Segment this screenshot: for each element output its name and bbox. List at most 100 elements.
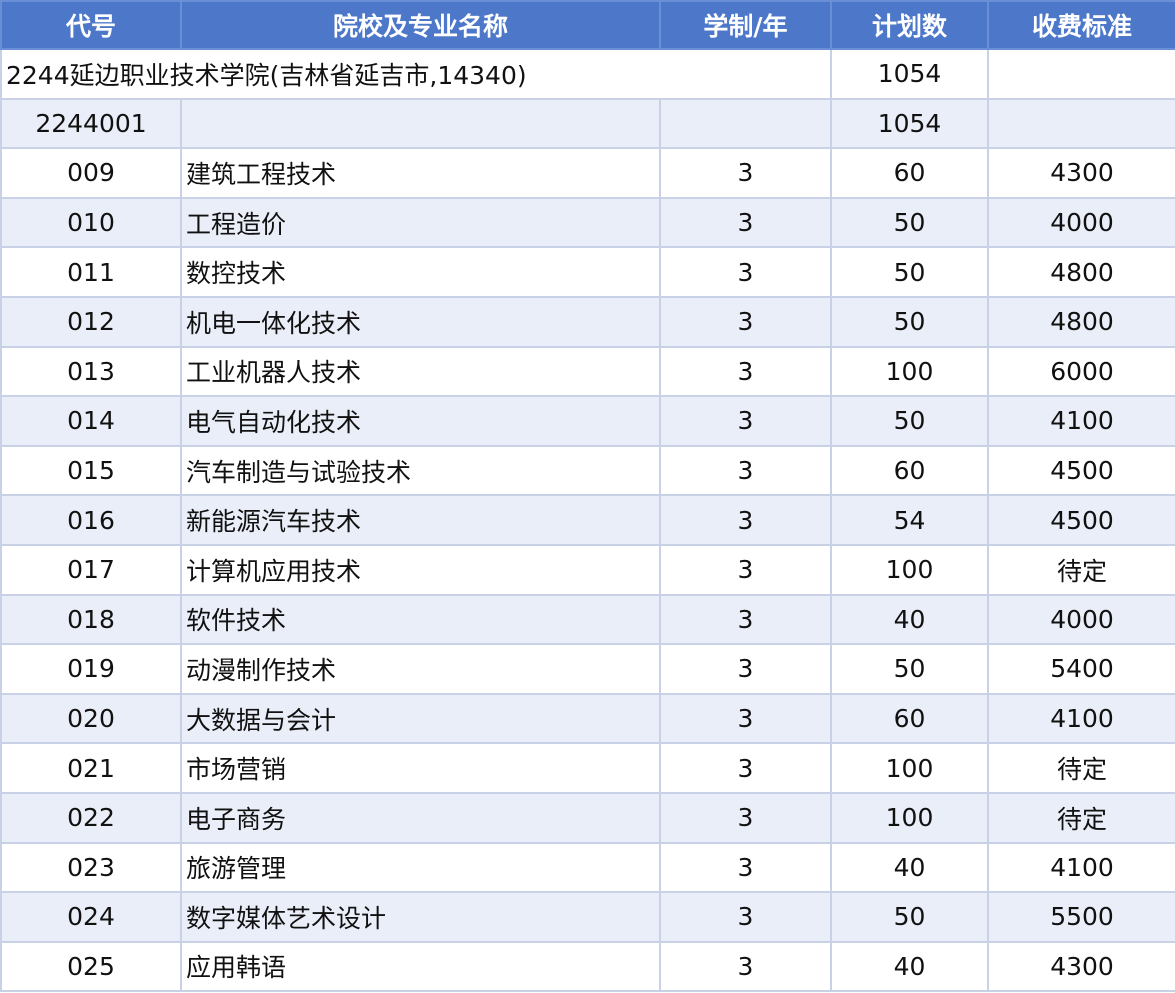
cell-major-name: 数字媒体艺术设计 (180, 891, 661, 943)
cell-plan: 54 (830, 494, 989, 546)
cell-fee: 4500 (987, 444, 1175, 497)
cell-years: 3 (659, 643, 832, 695)
table-row: 023 旅游管理 3 40 4100 (0, 841, 1175, 894)
table-row: 022 电子商务 3 100 待定 (0, 791, 1175, 844)
cell-years: 3 (659, 791, 832, 844)
cell-code: 025 (0, 940, 182, 993)
cell-major-name: 应用韩语 (180, 940, 661, 993)
table-row: 010 工程造价 3 50 4000 (0, 196, 1175, 249)
cell-fee: 4800 (987, 295, 1175, 348)
table-row: 018 软件技术 3 40 4000 (0, 593, 1175, 646)
cell-fee: 4300 (987, 147, 1175, 199)
cell-years: 3 (659, 196, 832, 249)
cell-major-name: 电气自动化技术 (180, 395, 661, 447)
cell-plan: 60 (830, 444, 989, 497)
header-plan: 计划数 (830, 0, 989, 50)
group-row: 2244001 1054 (0, 97, 1175, 150)
table-row: 014 电气自动化技术 3 50 4100 (0, 395, 1175, 447)
cell-major-name: 电子商务 (180, 791, 661, 844)
cell-years: 3 (659, 891, 832, 943)
header-fee: 收费标准 (987, 0, 1175, 50)
cell-plan: 60 (830, 692, 989, 745)
cell-code: 024 (0, 891, 182, 943)
header-name: 院校及专业名称 (180, 0, 661, 50)
cell-years: 3 (659, 494, 832, 546)
cell-code: 011 (0, 246, 182, 298)
cell-code: 020 (0, 692, 182, 745)
cell-code: 010 (0, 196, 182, 249)
cell-years: 3 (659, 543, 832, 596)
table-row: 016 新能源汽车技术 3 54 4500 (0, 494, 1175, 546)
cell-fee: 4100 (987, 841, 1175, 894)
cell-fee: 5400 (987, 643, 1175, 695)
cell-code: 017 (0, 543, 182, 596)
cell-major-name: 计算机应用技术 (180, 543, 661, 596)
cell-major-name: 机电一体化技术 (180, 295, 661, 348)
cell-code: 016 (0, 494, 182, 546)
cell-plan: 40 (830, 841, 989, 894)
cell-fee: 4000 (987, 593, 1175, 646)
table-row: 012 机电一体化技术 3 50 4800 (0, 295, 1175, 348)
school-fee (987, 48, 1175, 100)
table-row: 017 计算机应用技术 3 100 待定 (0, 543, 1175, 596)
school-row: 2244延边职业技术学院(吉林省延吉市,14340) 1054 (0, 48, 1175, 100)
school-plan: 1054 (830, 48, 989, 100)
cell-code: 014 (0, 395, 182, 447)
cell-fee: 4500 (987, 494, 1175, 546)
cell-plan: 60 (830, 147, 989, 199)
table-row: 011 数控技术 3 50 4800 (0, 246, 1175, 298)
table-body: 2244延边职业技术学院(吉林省延吉市,14340) 1054 2244001 … (0, 48, 1175, 993)
group-name (180, 97, 661, 150)
table-row: 015 汽车制造与试验技术 3 60 4500 (0, 444, 1175, 497)
group-fee (987, 97, 1175, 150)
cell-plan: 50 (830, 295, 989, 348)
cell-major-name: 新能源汽车技术 (180, 494, 661, 546)
cell-years: 3 (659, 345, 832, 398)
cell-fee: 4000 (987, 196, 1175, 249)
cell-plan: 100 (830, 742, 989, 794)
cell-years: 3 (659, 841, 832, 894)
header-code: 代号 (0, 0, 182, 50)
cell-plan: 50 (830, 891, 989, 943)
cell-code: 019 (0, 643, 182, 695)
header-years: 学制/年 (659, 0, 832, 50)
cell-code: 009 (0, 147, 182, 199)
cell-code: 018 (0, 593, 182, 646)
cell-fee: 4100 (987, 395, 1175, 447)
cell-fee: 待定 (987, 791, 1175, 844)
cell-major-name: 软件技术 (180, 593, 661, 646)
cell-major-name: 工业机器人技术 (180, 345, 661, 398)
cell-plan: 100 (830, 543, 989, 596)
cell-plan: 50 (830, 196, 989, 249)
cell-years: 3 (659, 295, 832, 348)
group-years (659, 97, 832, 150)
table-row: 020 大数据与会计 3 60 4100 (0, 692, 1175, 745)
cell-fee: 4300 (987, 940, 1175, 993)
cell-plan: 50 (830, 246, 989, 298)
cell-plan: 50 (830, 643, 989, 695)
cell-years: 3 (659, 246, 832, 298)
cell-code: 021 (0, 742, 182, 794)
cell-major-name: 大数据与会计 (180, 692, 661, 745)
cell-years: 3 (659, 444, 832, 497)
cell-major-name: 数控技术 (180, 246, 661, 298)
table-row: 019 动漫制作技术 3 50 5400 (0, 643, 1175, 695)
cell-major-name: 汽车制造与试验技术 (180, 444, 661, 497)
cell-plan: 50 (830, 395, 989, 447)
cell-years: 3 (659, 395, 832, 447)
table-row: 021 市场营销 3 100 待定 (0, 742, 1175, 794)
cell-years: 3 (659, 593, 832, 646)
cell-fee: 待定 (987, 543, 1175, 596)
cell-fee: 4100 (987, 692, 1175, 745)
cell-plan: 100 (830, 791, 989, 844)
table-row: 025 应用韩语 3 40 4300 (0, 940, 1175, 993)
cell-major-name: 工程造价 (180, 196, 661, 249)
table-row: 009 建筑工程技术 3 60 4300 (0, 147, 1175, 199)
school-title: 2244延边职业技术学院(吉林省延吉市,14340) (0, 48, 832, 100)
group-code: 2244001 (0, 97, 182, 150)
cell-years: 3 (659, 742, 832, 794)
cell-years: 3 (659, 147, 832, 199)
cell-plan: 40 (830, 940, 989, 993)
table-header: 代号 院校及专业名称 学制/年 计划数 收费标准 (0, 0, 1175, 50)
